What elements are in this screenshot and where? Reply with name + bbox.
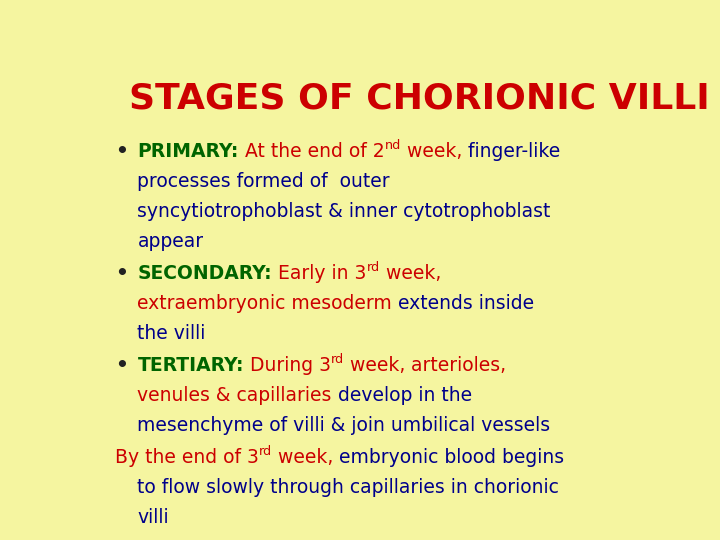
Text: week,: week, [272,448,333,467]
Text: extraembryonic mesoderm: extraembryonic mesoderm [138,294,392,313]
Text: By the end of 3: By the end of 3 [115,448,259,467]
Text: nd: nd [384,139,401,152]
Text: syncytiotrophoblast & inner cytotrophoblast: syncytiotrophoblast & inner cytotrophobl… [138,201,551,221]
Text: villi: villi [138,508,169,527]
Text: extends inside: extends inside [392,294,534,313]
Text: •: • [115,141,128,161]
Text: STAGES OF CHORIONIC VILLI: STAGES OF CHORIONIC VILLI [129,82,710,116]
Text: venules & capillaries: venules & capillaries [138,386,332,405]
Text: arterioles,: arterioles, [405,356,507,375]
Text: appear: appear [138,232,204,251]
Text: rd: rd [259,445,272,458]
Text: week,: week, [401,141,462,161]
Text: At the end of 2: At the end of 2 [239,141,384,161]
Text: week,: week, [379,264,441,283]
Text: to flow slowly through capillaries in chorionic: to flow slowly through capillaries in ch… [138,478,559,497]
Text: rd: rd [331,353,344,366]
Text: the villi: the villi [138,324,206,343]
Text: SECONDARY:: SECONDARY: [138,264,272,283]
Text: Early in 3: Early in 3 [272,264,366,283]
Text: •: • [115,264,128,283]
Text: develop in the: develop in the [332,386,472,405]
Text: PRIMARY:: PRIMARY: [138,141,239,161]
Text: rd: rd [366,261,379,274]
Text: During 3: During 3 [244,356,331,375]
Text: TERTIARY:: TERTIARY: [138,356,244,375]
Text: mesenchyme of villi & join umbilical vessels: mesenchyme of villi & join umbilical ves… [138,416,551,435]
Text: finger-like: finger-like [462,141,560,161]
Text: processes formed of  outer: processes formed of outer [138,172,390,191]
Text: week,: week, [344,356,405,375]
Text: •: • [115,356,128,375]
Text: embryonic blood begins: embryonic blood begins [333,448,564,467]
